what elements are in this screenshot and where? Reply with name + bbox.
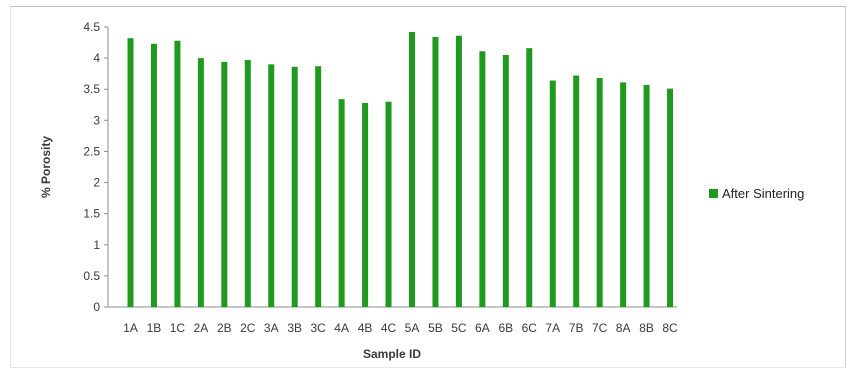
bar-4a xyxy=(338,99,345,307)
y-tick-label: 1.5 xyxy=(83,207,100,221)
x-tick-label: 1A xyxy=(123,321,138,335)
bar-3a xyxy=(268,64,275,307)
x-tick-label: 8A xyxy=(616,321,631,335)
bar-4c xyxy=(385,101,392,308)
bar-5a xyxy=(409,31,415,307)
bar-5b xyxy=(432,36,439,307)
y-tick-label: 4.5 xyxy=(83,20,100,34)
x-tick-label: 7B xyxy=(569,321,584,335)
bar-1c xyxy=(174,40,181,307)
x-tick-label: 2A xyxy=(194,321,209,335)
bar-6b xyxy=(502,55,509,307)
bar-3b xyxy=(291,66,298,307)
y-tick-label: 3.5 xyxy=(83,82,100,96)
x-tick-label: 6B xyxy=(498,321,513,335)
x-tick-label: 5A xyxy=(405,321,420,335)
bar-3c xyxy=(315,66,322,307)
y-tick-label: 3 xyxy=(93,113,100,127)
bar-1b xyxy=(150,43,157,308)
x-tick-label: 2B xyxy=(217,321,232,335)
bar-5c xyxy=(455,35,462,307)
legend-label: After Sintering xyxy=(722,186,804,201)
bar-2a xyxy=(197,58,204,307)
bar-2b xyxy=(221,61,228,307)
y-axis-title: % Porosity xyxy=(39,136,53,198)
x-tick-label: 6A xyxy=(475,321,490,335)
x-tick-label: 5B xyxy=(428,321,443,335)
x-axis-labels: 1A 1B 1C 2A 2B 2C 3A 3B 3C 4A 4B 4C 5A 5B 5C 6A 6B 6C 7A 7B… xyxy=(123,321,678,335)
bar-1a xyxy=(127,38,134,307)
x-tick-label: 3A xyxy=(264,321,279,335)
x-tick-label: 8C xyxy=(662,321,678,335)
x-tick-label: 5C xyxy=(451,321,467,335)
bar-series xyxy=(127,31,674,308)
legend-swatch xyxy=(709,189,718,198)
legend: After Sintering xyxy=(709,186,804,201)
bar-7a xyxy=(549,80,556,307)
y-axis-ticks: 0 0.5 1 1.5 2 2.5 3 3.5 4 4.5 xyxy=(83,20,108,314)
bar-7c xyxy=(596,78,603,308)
x-tick-label: 8B xyxy=(639,321,654,335)
x-tick-label: 3B xyxy=(287,321,302,335)
bar-8a xyxy=(620,82,627,307)
x-tick-label: 4B xyxy=(358,321,373,335)
bar-4b xyxy=(362,102,369,308)
x-tick-label: 6C xyxy=(522,321,538,335)
x-tick-label: 1B xyxy=(147,321,162,335)
y-tick-label: 2 xyxy=(93,176,100,190)
y-tick-label: 0.5 xyxy=(83,269,100,283)
bar-8c xyxy=(667,88,674,307)
bar-6a xyxy=(479,51,486,308)
bar-6c xyxy=(526,48,533,308)
y-tick-label: 2.5 xyxy=(83,144,100,158)
x-tick-label: 7A xyxy=(545,321,560,335)
bar-8b xyxy=(643,84,650,307)
bar-7b xyxy=(573,75,580,308)
x-tick-label: 4A xyxy=(334,321,349,335)
bar-2c xyxy=(244,59,251,307)
x-tick-label: 4C xyxy=(381,321,397,335)
y-tick-label: 1 xyxy=(93,238,100,252)
x-axis-title: Sample ID xyxy=(363,347,421,361)
x-tick-label: 2C xyxy=(240,321,256,335)
chart-frame xyxy=(10,6,846,368)
x-tick-label: 7C xyxy=(592,321,608,335)
y-tick-label: 4 xyxy=(93,51,100,65)
x-tick-label: 3C xyxy=(310,321,326,335)
y-tick-label: 0 xyxy=(93,300,100,314)
x-tick-label: 1C xyxy=(170,321,186,335)
